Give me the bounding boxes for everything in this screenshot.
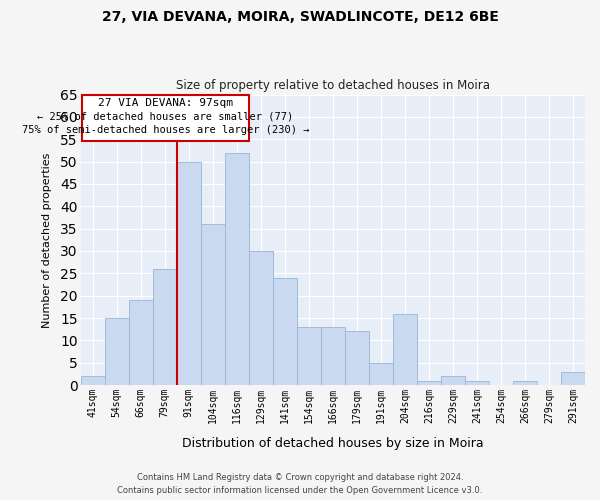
Y-axis label: Number of detached properties: Number of detached properties	[42, 152, 52, 328]
Bar	[177, 162, 201, 385]
Title: Size of property relative to detached houses in Moira: Size of property relative to detached ho…	[176, 79, 490, 92]
Text: 75% of semi-detached houses are larger (230) →: 75% of semi-detached houses are larger (…	[22, 126, 309, 136]
Text: Contains HM Land Registry data © Crown copyright and database right 2024.
Contai: Contains HM Land Registry data © Crown c…	[118, 474, 482, 495]
Bar	[561, 372, 585, 385]
Bar	[297, 327, 321, 385]
Bar	[153, 269, 177, 385]
Bar	[369, 362, 393, 385]
Bar	[441, 376, 465, 385]
Bar	[345, 332, 369, 385]
Bar	[105, 318, 129, 385]
Bar	[321, 327, 345, 385]
Bar	[465, 380, 489, 385]
X-axis label: Distribution of detached houses by size in Moira: Distribution of detached houses by size …	[182, 437, 484, 450]
Bar	[201, 224, 225, 385]
Bar	[80, 376, 105, 385]
Bar	[129, 300, 153, 385]
Bar	[513, 380, 537, 385]
Bar	[417, 380, 441, 385]
Text: 27 VIA DEVANA: 97sqm: 27 VIA DEVANA: 97sqm	[98, 98, 233, 108]
Bar	[393, 314, 417, 385]
Text: 27, VIA DEVANA, MOIRA, SWADLINCOTE, DE12 6BE: 27, VIA DEVANA, MOIRA, SWADLINCOTE, DE12…	[101, 10, 499, 24]
Bar	[273, 278, 297, 385]
Text: ← 25% of detached houses are smaller (77): ← 25% of detached houses are smaller (77…	[37, 112, 293, 122]
Bar	[249, 251, 273, 385]
FancyBboxPatch shape	[82, 94, 249, 142]
Bar	[225, 152, 249, 385]
